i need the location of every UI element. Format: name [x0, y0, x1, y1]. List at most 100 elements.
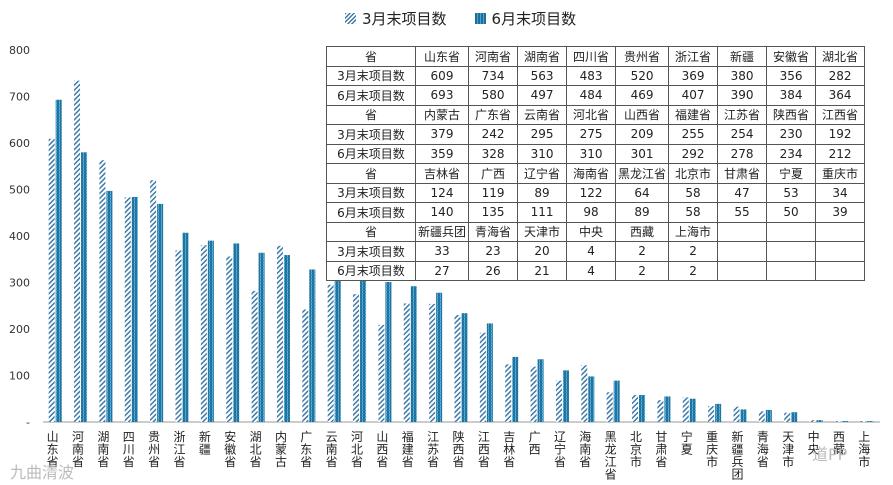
x-tick-label: 陕西省: [452, 429, 464, 469]
x-tick-label: 四川省: [123, 430, 135, 469]
table-cell: 140: [414, 202, 470, 223]
bar-march-12: [353, 294, 360, 422]
table-cell: 98: [566, 202, 617, 223]
table-row: 3月末项目数 609 734 563 483 520 369 380 356 282: [326, 65, 866, 86]
bar-june-28: [765, 409, 772, 422]
table-row-header: 3月末项目数: [326, 124, 416, 145]
table-cell: 27: [414, 260, 470, 281]
table-cell: [717, 241, 768, 262]
table-cell: 234: [766, 143, 817, 164]
bar-june-21: [588, 376, 595, 422]
y-tick-label: 600: [9, 137, 30, 150]
bar-march-31: [834, 421, 841, 422]
bar-june-18: [512, 356, 519, 422]
table-cell: 陕西省: [766, 104, 817, 125]
bar-june-4: [157, 203, 164, 422]
bar-march-22: [606, 392, 613, 422]
table-cell: 2: [615, 260, 670, 281]
table-cell: 484: [566, 85, 617, 106]
table-cell: [766, 241, 817, 262]
table-row-header: 省: [326, 104, 416, 125]
table-cell: 甘肃省: [717, 163, 768, 184]
bar-march-3: [124, 197, 131, 422]
table-cell: 贵州省: [615, 46, 670, 67]
x-tick-label: 河南省: [72, 430, 84, 469]
table-cell: 云南省: [517, 104, 568, 125]
bar-june-27: [740, 409, 747, 422]
table-cell: 380: [717, 65, 768, 86]
bar-march-20: [555, 380, 562, 422]
bar-june-26: [715, 403, 722, 422]
bar-march-4: [150, 180, 157, 422]
table-row-header: 3月末项目数: [326, 65, 416, 86]
bar-march-25: [682, 397, 689, 422]
table-cell: 295: [517, 124, 568, 145]
x-tick-label: 新疆: [199, 429, 211, 457]
x-tick-label: 北京市: [630, 430, 642, 469]
y-tick-label: 200: [9, 323, 30, 336]
table-cell: 580: [468, 85, 519, 106]
bar-june-7: [233, 243, 240, 422]
table-cell: [766, 260, 817, 281]
bar-june-15: [436, 292, 443, 422]
table-cell: 47: [717, 182, 768, 203]
x-tick-label: 湖北省: [250, 429, 262, 469]
x-tick-label: 新疆兵团: [731, 429, 743, 482]
table-cell: 辽宁省: [517, 163, 568, 184]
x-tick-label: 山西省: [376, 430, 388, 469]
table-cell: 福建省: [668, 104, 719, 125]
bar-june-14: [410, 286, 417, 422]
bar-june-16: [461, 313, 468, 422]
bar-june-10: [309, 269, 316, 422]
y-tick-label: 800: [9, 44, 30, 57]
x-tick-label: 青海省: [757, 430, 769, 469]
legend-swatch-june: [474, 13, 486, 24]
table-cell: 64: [615, 182, 670, 203]
table-cell: 497: [517, 85, 568, 106]
x-tick-label: 宁夏: [681, 429, 693, 457]
table-cell: [815, 221, 866, 242]
table-cell: 新疆兵团: [414, 221, 470, 242]
bar-march-28: [758, 411, 765, 422]
table-row: 3月末项目数 379 242 295 275 209 255 254 230 192: [326, 124, 866, 145]
table-cell: 89: [615, 202, 670, 223]
table-cell: 北京市: [668, 163, 719, 184]
y-tick-label: 500: [9, 184, 30, 197]
table-row: 省新疆兵团 青海省 天津市 中央 西藏 上海市: [326, 221, 866, 242]
x-tick-label: 重庆市: [706, 430, 718, 469]
y-tick-label: 700: [9, 91, 30, 104]
bar-june-12: [360, 277, 367, 422]
table-row: 6月末项目数 27 26 21 4 2 2: [326, 260, 866, 281]
table-cell: 上海市: [668, 221, 719, 242]
y-tick-label: 100: [9, 370, 30, 383]
bar-june-1: [81, 152, 88, 423]
table-cell: 369: [668, 65, 719, 86]
table-cell: 255: [668, 124, 719, 145]
bar-march-32: [860, 421, 867, 422]
x-tick-label: 西藏: [833, 430, 845, 457]
x-tick-label: 广东省: [300, 430, 312, 469]
table-cell: 河北省: [566, 104, 617, 125]
table-cell: 310: [566, 143, 617, 164]
table-row: 3月末项目数 33 23 20 4 2 2: [326, 241, 866, 262]
bar-march-18: [505, 364, 512, 422]
table-row-header: 6月末项目数: [326, 143, 416, 164]
table-cell: 20: [517, 241, 568, 262]
table-cell: 469: [615, 85, 670, 106]
bar-june-2: [106, 190, 113, 422]
table-cell: 111: [517, 202, 568, 223]
table-cell: [717, 260, 768, 281]
legend-label-march: 3月末项目数: [362, 10, 447, 28]
table-cell: 4: [566, 260, 617, 281]
table-cell: 湖北省: [815, 46, 866, 67]
table-cell: [717, 221, 768, 242]
watermark-right: 道PP: [812, 445, 848, 464]
table-cell: 2: [668, 241, 719, 262]
table-cell: 520: [615, 65, 670, 86]
x-tick-label: 黑龙江省: [605, 430, 617, 482]
table-cell: 海南省: [566, 163, 617, 184]
bar-june-8: [258, 252, 265, 422]
table-row-header: 省: [326, 163, 416, 184]
y-tick-label: 300: [9, 277, 30, 290]
y-tick-label: -: [26, 416, 30, 429]
